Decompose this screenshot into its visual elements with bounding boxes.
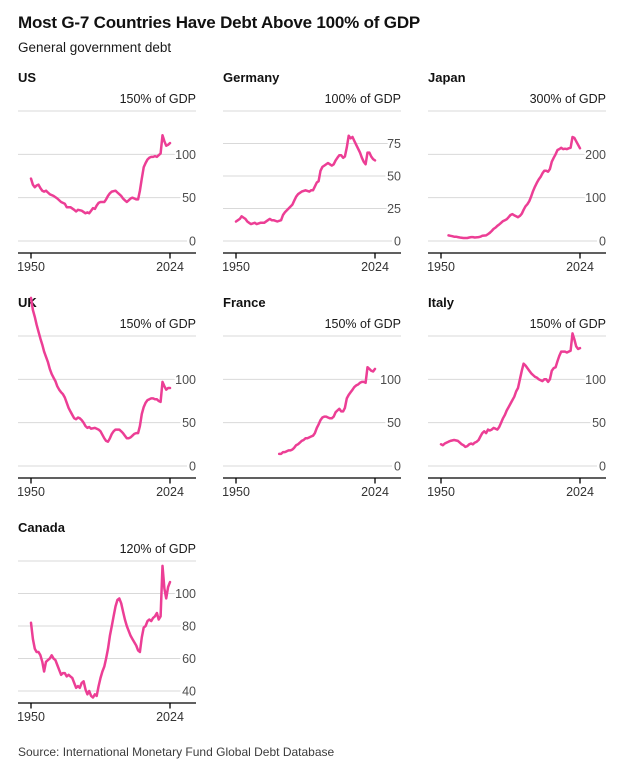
x-axis-tick-label: 2024 — [361, 260, 389, 274]
chart-plot: 300% of GDP 200 100 0 1950 2024 — [427, 92, 608, 274]
y-axis-tick-label: 75 — [387, 137, 401, 151]
y-axis-tick-label: 100 — [585, 191, 606, 205]
y-axis-tick-label: 40 — [182, 685, 196, 699]
header: Most G-7 Countries Have Debt Above 100% … — [0, 0, 623, 56]
debt-line — [29, 564, 172, 699]
y-axis-tick-label: 50 — [592, 416, 606, 430]
chart-plot: 150% of GDP 100 50 0 1950 2024 — [17, 296, 199, 499]
y-axis-tick-label: 50 — [387, 416, 401, 430]
debt-line — [447, 135, 582, 240]
footer: Source: International Monetary Fund Glob… — [0, 725, 623, 760]
chart-plot: 150% of GDP 100 50 0 1950 2024 — [17, 92, 198, 274]
chart-japan: Japan 300% of GDP 200 100 0 1950 2024 — [427, 70, 608, 275]
chart-italy: Italy 150% of GDP 100 50 0 1950 2024 — [427, 295, 608, 500]
chart-country-title: UK — [18, 295, 37, 310]
y-axis-max-label: 150% of GDP — [120, 317, 196, 331]
debt-line — [29, 296, 172, 443]
page-title: Most G-7 Countries Have Debt Above 100% … — [18, 13, 421, 32]
y-axis-tick-label: 50 — [182, 191, 196, 205]
y-axis-tick-label: 0 — [189, 460, 196, 474]
chart-country-title: Italy — [428, 295, 455, 310]
chart-plot: 120% of GDP 100 80 60 40 1950 2024 — [17, 542, 198, 724]
y-axis-max-label: 150% of GDP — [325, 317, 401, 331]
y-axis-tick-label: 100 — [175, 373, 196, 387]
y-axis-tick-label: 100 — [175, 148, 196, 162]
debt-line — [29, 134, 172, 215]
chart-canada: Canada 120% of GDP 100 80 60 40 1950 2024 — [17, 520, 198, 725]
y-axis-tick-label: 100 — [175, 587, 196, 601]
y-axis-tick-label: 100 — [585, 373, 606, 387]
x-axis-tick-label: 2024 — [156, 710, 184, 724]
chart-plot: 150% of GDP 100 50 0 1950 2024 — [427, 317, 608, 499]
chart-france: France 150% of GDP 100 50 0 1950 2024 — [222, 295, 403, 500]
x-axis-tick-label: 2024 — [156, 485, 184, 499]
debt-line — [234, 134, 377, 226]
y-axis-max-label: 100% of GDP — [325, 92, 401, 106]
y-axis-tick-label: 0 — [599, 235, 606, 249]
chart-country-title: Canada — [18, 520, 65, 535]
y-axis-tick-label: 50 — [387, 170, 401, 184]
y-axis-tick-label: 80 — [182, 620, 196, 634]
x-axis-tick-label: 2024 — [566, 260, 594, 274]
debt-line — [277, 365, 377, 456]
x-axis-tick-label: 1950 — [222, 260, 250, 274]
chart-country-title: Germany — [223, 70, 280, 85]
y-axis-max-label: 300% of GDP — [530, 92, 606, 106]
x-axis-tick-label: 1950 — [427, 485, 455, 499]
x-axis-tick-label: 1950 — [17, 710, 45, 724]
source-note: Source: International Monetary Fund Glob… — [18, 745, 335, 759]
page-subtitle: General government debt — [18, 40, 172, 55]
chart-plot: 100% of GDP 75 50 25 0 1950 2024 — [222, 92, 403, 274]
chart-country-title: France — [223, 295, 266, 310]
chart-country-title: US — [18, 70, 37, 85]
y-axis-tick-label: 0 — [394, 235, 401, 249]
y-axis-max-label: 120% of GDP — [120, 542, 196, 556]
charts-grid: US 150% of GDP 100 50 0 1950 2024 Germany 100% o… — [0, 56, 623, 725]
x-axis-tick-label: 1950 — [427, 260, 455, 274]
y-axis-tick-label: 0 — [394, 460, 401, 474]
y-axis-tick-label: 200 — [585, 148, 606, 162]
chart-us: US 150% of GDP 100 50 0 1950 2024 — [17, 70, 198, 275]
x-axis-tick-label: 2024 — [361, 485, 389, 499]
chart-plot: 150% of GDP 100 50 0 1950 2024 — [222, 317, 403, 499]
x-axis-tick-label: 2024 — [156, 260, 184, 274]
chart-uk: UK 150% of GDP 100 50 0 1950 2024 — [17, 295, 199, 500]
debt-line — [439, 332, 582, 449]
chart-country-title: Japan — [428, 70, 466, 85]
y-axis-max-label: 150% of GDP — [530, 317, 606, 331]
y-axis-tick-label: 60 — [182, 652, 196, 666]
x-axis-tick-label: 1950 — [222, 485, 250, 499]
x-axis-tick-label: 1950 — [17, 260, 45, 274]
y-axis-tick-label: 25 — [387, 202, 401, 216]
chart-germany: Germany 100% of GDP 75 50 25 0 1950 2024 — [222, 70, 403, 275]
y-axis-tick-label: 0 — [599, 460, 606, 474]
y-axis-tick-label: 0 — [189, 235, 196, 249]
y-axis-tick-label: 50 — [182, 416, 196, 430]
y-axis-max-label: 150% of GDP — [120, 92, 196, 106]
x-axis-tick-label: 1950 — [17, 485, 45, 499]
y-axis-tick-label: 100 — [380, 373, 401, 387]
x-axis-tick-label: 2024 — [566, 485, 594, 499]
